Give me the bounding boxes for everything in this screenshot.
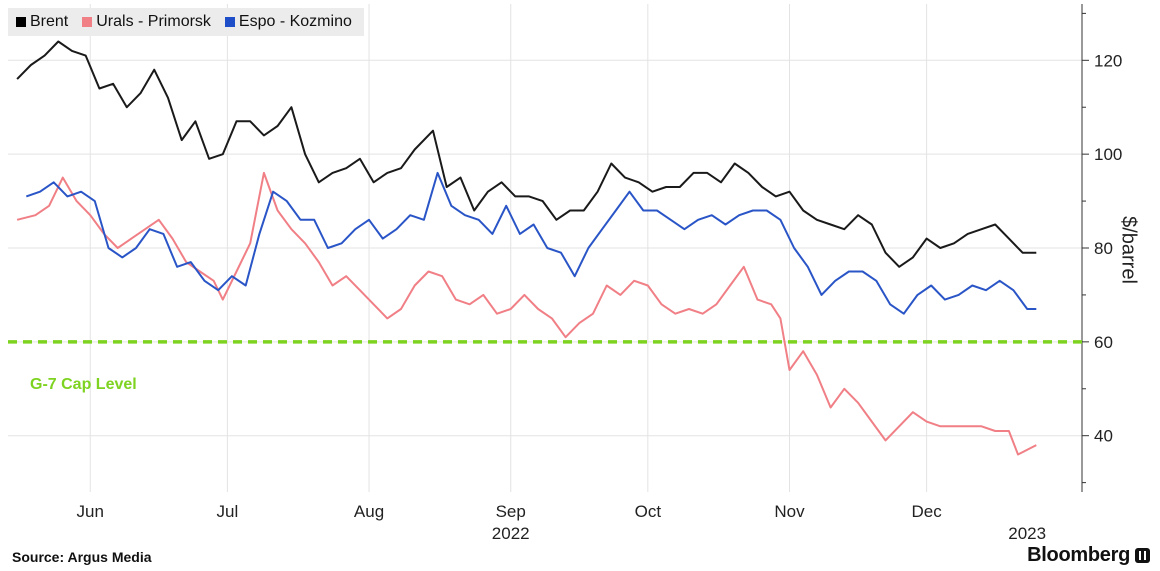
x-year-label: 2023 — [1008, 524, 1046, 543]
y-axis-unit-label: $/barrel — [1117, 216, 1140, 284]
y-tick-label: 100 — [1094, 145, 1122, 164]
legend-swatch-brent — [16, 17, 26, 27]
legend-swatch-espo — [224, 17, 235, 27]
x-tick-label: Jul — [217, 502, 239, 521]
series-line-urals — [16, 171, 1037, 456]
x-tick-label: Sep — [496, 502, 526, 521]
legend-item-brent: Brent — [16, 13, 68, 31]
bloomberg-terminal-icon — [1135, 548, 1150, 563]
y-tick-label: 40 — [1094, 427, 1113, 446]
bloomberg-logo: Bloomberg — [1027, 544, 1150, 567]
x-year-label: 2022 — [492, 524, 530, 543]
x-tick-label: Nov — [774, 502, 805, 521]
y-tick-label: 60 — [1094, 333, 1113, 352]
legend-swatch-urals — [82, 17, 93, 27]
legend-item-espo: Espo - Kozmino — [224, 13, 352, 31]
legend-label-espo: Espo - Kozmino — [238, 13, 352, 30]
brand-name: Bloomberg — [1027, 544, 1130, 566]
legend-label-brent: Brent — [30, 13, 69, 30]
x-tick-label: Dec — [911, 502, 942, 521]
y-tick-label: 120 — [1094, 51, 1122, 70]
legend-item-urals: Urals - Primorsk — [82, 13, 211, 31]
chart-legend: Brent Urals - Primorsk Espo - Kozmino — [8, 8, 364, 36]
x-tick-label: Aug — [354, 502, 384, 521]
source-note: Source: Argus Media — [12, 549, 152, 565]
cap-reference-label: G-7 Cap Level — [30, 376, 137, 393]
x-tick-label: Oct — [635, 502, 662, 521]
series-line-brent — [16, 40, 1037, 268]
x-tick-label: Jun — [77, 502, 104, 521]
y-tick-label: 80 — [1094, 239, 1113, 258]
legend-label-urals: Urals - Primorsk — [96, 13, 211, 30]
series-line-espo — [25, 171, 1037, 315]
